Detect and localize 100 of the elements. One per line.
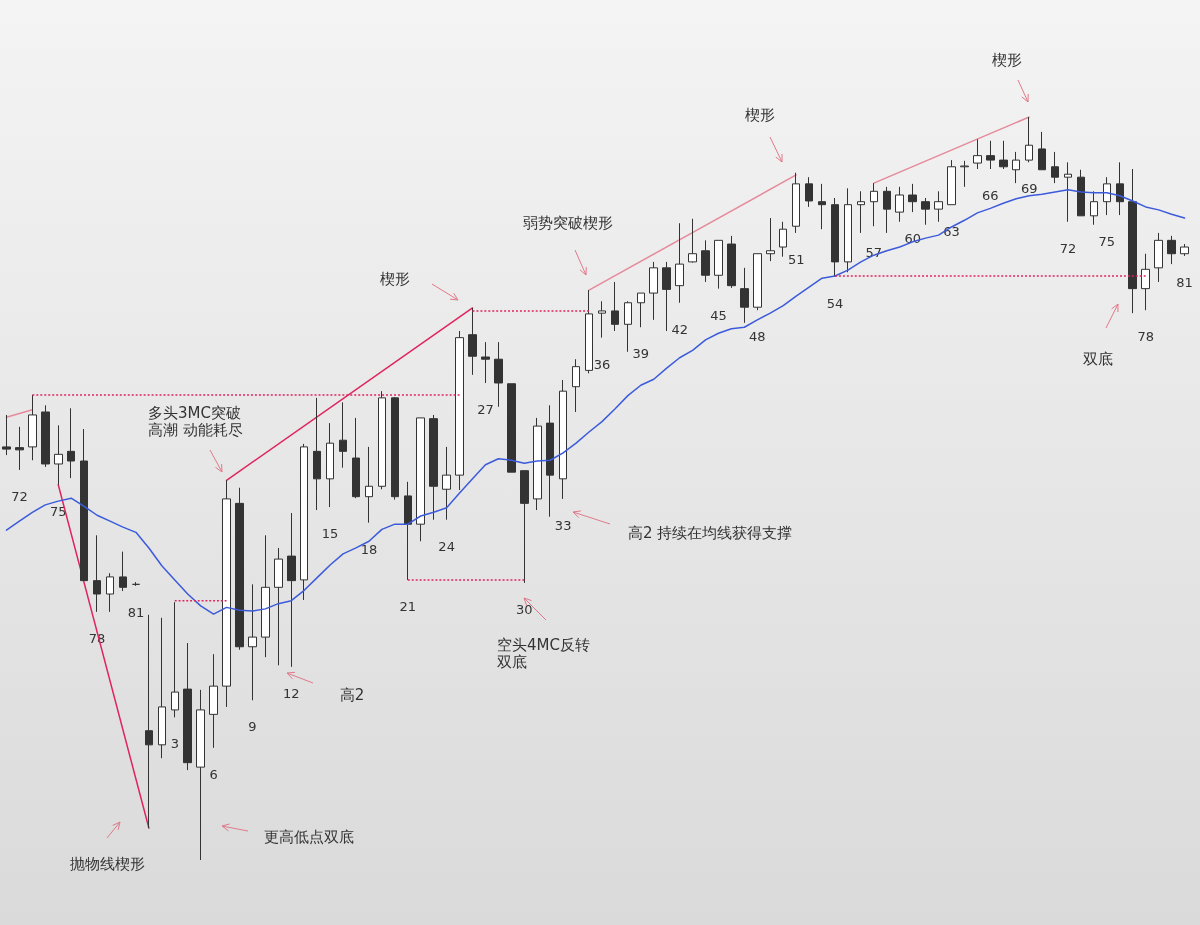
annotation: 弱势突破楔形 [523,213,613,232]
candlestick [999,140,1008,170]
candlestick [158,617,166,759]
candlestick [947,159,956,206]
x-tick-label: 3 [170,736,179,752]
candlestick [714,239,723,290]
x-tick-label: 81 [127,604,145,620]
candlestick [119,551,127,592]
candlestick [274,547,283,666]
x-tick-label: 69 [1020,181,1038,197]
candlestick [67,407,75,479]
candlestick [1038,131,1046,171]
candlestick [805,176,813,208]
candlestick [404,481,412,581]
candlestick [546,404,554,518]
candlestick [235,487,244,651]
candlestick [844,187,852,273]
candlestick [196,689,205,861]
candlestick [261,534,270,658]
candlestick [2,414,11,456]
annotation: 高2 持续在均线获得支撑 [628,523,793,542]
annotation: 楔形 [380,269,410,288]
candlestick [93,534,101,613]
candlestick [986,140,995,170]
candlestick [520,470,529,584]
candlestick [637,292,645,328]
candlestick [248,583,257,701]
x-tick-label: 63 [943,223,960,239]
candlestick [1090,190,1098,226]
candlestick [468,307,477,376]
candlestick [1051,151,1059,184]
candlestick [1103,176,1111,216]
candlestick [1012,151,1020,184]
candlestick [54,424,63,486]
candlestick [442,446,451,521]
x-tick-label: 27 [477,401,494,417]
candlestick [313,397,321,511]
candlestick [740,267,749,324]
candlestick [41,404,50,468]
x-tick-label: 48 [749,329,766,345]
x-tick-label: 6 [209,766,218,782]
candlestick [1154,232,1163,283]
annotation: 双底 [1083,349,1113,368]
x-tick-label: 9 [248,719,257,735]
candlestick [1141,253,1150,311]
annotation: 多头3MC突破高潮 动能耗尽 [148,403,243,439]
candlestick [339,401,347,469]
x-tick-label: 36 [593,356,611,372]
candlestick [572,358,580,413]
candlestick [300,443,308,601]
candlestick [921,197,930,226]
candlestick [1116,161,1124,216]
candlestick [15,426,24,471]
x-tick-label: 24 [438,538,455,554]
candlestick [960,160,969,188]
x-tick-label: 45 [710,307,727,323]
candlestick [1025,116,1033,163]
candlestick [481,341,490,384]
candlestick [80,428,88,582]
candlestick [701,239,710,283]
x-tick-label: 66 [982,188,999,204]
candlestick [171,601,179,718]
candlestick [287,512,296,668]
candlestick [598,300,606,339]
annotation: 更高低点双底 [264,827,354,846]
candlestick [222,479,231,708]
candlestick [533,417,542,511]
candlestick [106,572,114,613]
candlestick [585,289,593,374]
x-tick-label: 30 [516,601,533,617]
candlestick [455,330,464,491]
candlestick [624,300,632,353]
candlestick [559,379,567,500]
text: 楔形 [992,50,1022,69]
annotation: 空头4MC反转双底 [497,635,590,671]
candlestick [934,190,943,223]
x-tick-label: 72 [11,488,28,504]
candlestick [895,186,904,223]
x-tick-label: 78 [1137,329,1154,345]
candlestick [973,138,982,170]
candlestick [391,396,399,501]
candlestick [145,614,153,829]
x-tick-label: 42 [671,321,688,337]
x-tick-label: 39 [632,346,650,362]
candlestick [365,446,373,524]
candlestick [688,218,697,264]
candlestick [857,190,865,234]
candlestick [727,235,736,289]
candlestick [831,197,839,278]
candlestick [507,383,516,473]
candlestick [378,390,386,490]
candlestick [792,172,800,234]
candlestick [326,422,334,508]
candlestick [1180,243,1189,257]
candlestick [28,394,37,461]
x-tick-label: 15 [321,526,339,542]
candlestick [416,417,425,542]
candlestick [429,414,438,521]
x-tick-label: 18 [360,541,378,557]
x-tick-label: 54 [826,295,844,311]
